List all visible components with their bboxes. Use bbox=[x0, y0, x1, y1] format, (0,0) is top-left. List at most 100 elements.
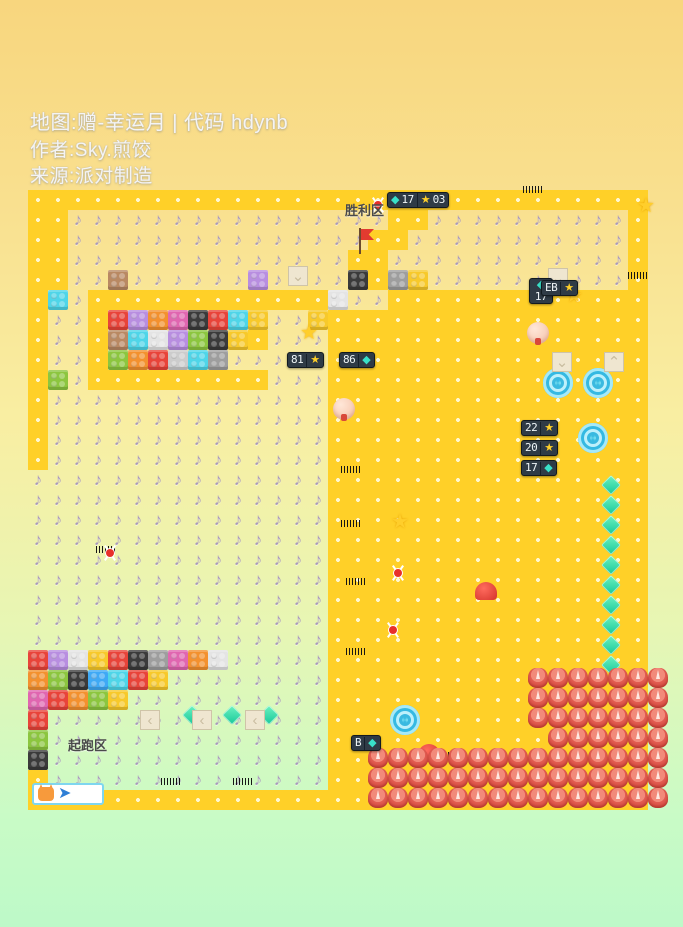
tile-star[interactable] bbox=[108, 290, 128, 310]
tile-note[interactable] bbox=[288, 410, 308, 430]
tile-note[interactable] bbox=[68, 370, 88, 390]
tile-note[interactable] bbox=[108, 750, 128, 770]
tile-note[interactable] bbox=[268, 630, 288, 650]
tile-note[interactable] bbox=[188, 270, 208, 290]
tile-note[interactable] bbox=[168, 430, 188, 450]
tile-note[interactable] bbox=[508, 250, 528, 270]
tile-note[interactable] bbox=[448, 250, 468, 270]
tile-star[interactable] bbox=[368, 510, 388, 530]
tile-note[interactable] bbox=[188, 730, 208, 750]
tile-note[interactable] bbox=[468, 210, 488, 230]
tile-star[interactable] bbox=[508, 390, 528, 410]
tile-brick[interactable] bbox=[208, 350, 228, 370]
tile-star[interactable] bbox=[308, 290, 328, 310]
tile-star[interactable] bbox=[508, 630, 528, 650]
tile-star[interactable] bbox=[628, 450, 648, 470]
tile-star[interactable] bbox=[588, 190, 608, 210]
tile-brick[interactable] bbox=[108, 310, 128, 330]
tile-note[interactable] bbox=[248, 530, 268, 550]
tile-note[interactable] bbox=[128, 250, 148, 270]
tile-star[interactable] bbox=[568, 630, 588, 650]
tile-note[interactable] bbox=[68, 270, 88, 290]
tile-star[interactable] bbox=[328, 670, 348, 690]
tile-note[interactable] bbox=[308, 210, 328, 230]
tile-star[interactable] bbox=[448, 710, 468, 730]
tile-brick[interactable] bbox=[128, 310, 148, 330]
tile-note[interactable] bbox=[308, 370, 328, 390]
tile-star[interactable] bbox=[448, 490, 468, 510]
tile-star[interactable] bbox=[508, 190, 528, 210]
tile-note[interactable] bbox=[308, 230, 328, 250]
tile-star[interactable] bbox=[468, 650, 488, 670]
tile-star[interactable] bbox=[468, 510, 488, 530]
tile-note[interactable] bbox=[48, 390, 68, 410]
tile-note[interactable] bbox=[508, 210, 528, 230]
tile-star[interactable] bbox=[628, 490, 648, 510]
tile-note[interactable] bbox=[248, 570, 268, 590]
tile-note[interactable] bbox=[288, 670, 308, 690]
tile-note[interactable] bbox=[128, 410, 148, 430]
tile-star[interactable] bbox=[428, 370, 448, 390]
tile-note[interactable] bbox=[288, 390, 308, 410]
tile-note[interactable] bbox=[168, 750, 188, 770]
tile-note[interactable] bbox=[308, 490, 328, 510]
tile-star[interactable] bbox=[368, 530, 388, 550]
tile-star[interactable] bbox=[568, 330, 588, 350]
tile-star[interactable] bbox=[388, 530, 408, 550]
tile-star[interactable] bbox=[448, 570, 468, 590]
tile-note[interactable] bbox=[188, 770, 208, 790]
tile-star[interactable] bbox=[628, 330, 648, 350]
tile-star[interactable] bbox=[568, 530, 588, 550]
tile-star[interactable] bbox=[508, 370, 528, 390]
tile-note[interactable] bbox=[168, 410, 188, 430]
tile-star[interactable] bbox=[448, 670, 468, 690]
tile-star[interactable] bbox=[328, 450, 348, 470]
tile-note[interactable] bbox=[148, 430, 168, 450]
tile-brick[interactable] bbox=[128, 670, 148, 690]
player-spawn-banner[interactable]: ➤ bbox=[32, 783, 104, 805]
tile-note[interactable] bbox=[548, 230, 568, 250]
tile-note[interactable] bbox=[268, 230, 288, 250]
tile-star[interactable] bbox=[448, 510, 468, 530]
tile-note[interactable] bbox=[368, 290, 388, 310]
tile-brick[interactable] bbox=[88, 690, 108, 710]
tile-note[interactable] bbox=[588, 210, 608, 230]
tile-star[interactable] bbox=[628, 250, 648, 270]
tile-star[interactable] bbox=[468, 450, 488, 470]
tile-note[interactable] bbox=[228, 230, 248, 250]
tile-star[interactable] bbox=[568, 470, 588, 490]
tile-note[interactable] bbox=[208, 670, 228, 690]
tile-note[interactable] bbox=[268, 330, 288, 350]
tile-note[interactable] bbox=[268, 350, 288, 370]
tile-note[interactable] bbox=[268, 530, 288, 550]
tile-star[interactable] bbox=[628, 630, 648, 650]
tile-note[interactable] bbox=[68, 610, 88, 630]
tile-star[interactable] bbox=[348, 490, 368, 510]
tile-note[interactable] bbox=[288, 650, 308, 670]
tile-star[interactable] bbox=[548, 510, 568, 530]
tile-note[interactable] bbox=[308, 650, 328, 670]
tile-star[interactable] bbox=[408, 490, 428, 510]
tile-star[interactable] bbox=[348, 250, 368, 270]
tile-star[interactable] bbox=[108, 790, 128, 810]
tile-star[interactable] bbox=[388, 290, 408, 310]
tile-note[interactable] bbox=[28, 590, 48, 610]
tile-note[interactable] bbox=[248, 610, 268, 630]
tile-note[interactable] bbox=[88, 410, 108, 430]
tile-brick[interactable] bbox=[48, 370, 68, 390]
tile-note[interactable] bbox=[188, 390, 208, 410]
tile-star[interactable] bbox=[428, 330, 448, 350]
tile-note[interactable] bbox=[268, 650, 288, 670]
tile-brick[interactable] bbox=[48, 650, 68, 670]
tile-note[interactable] bbox=[28, 510, 48, 530]
tile-star[interactable] bbox=[348, 610, 368, 630]
tile-note[interactable] bbox=[168, 550, 188, 570]
tile-star[interactable] bbox=[368, 250, 388, 270]
tile-note[interactable] bbox=[68, 490, 88, 510]
tile-brick[interactable] bbox=[188, 330, 208, 350]
tile-note[interactable] bbox=[308, 750, 328, 770]
tile-brick[interactable] bbox=[68, 670, 88, 690]
tile-star[interactable] bbox=[488, 370, 508, 390]
tile-star[interactable] bbox=[348, 450, 368, 470]
tile-note[interactable] bbox=[308, 510, 328, 530]
